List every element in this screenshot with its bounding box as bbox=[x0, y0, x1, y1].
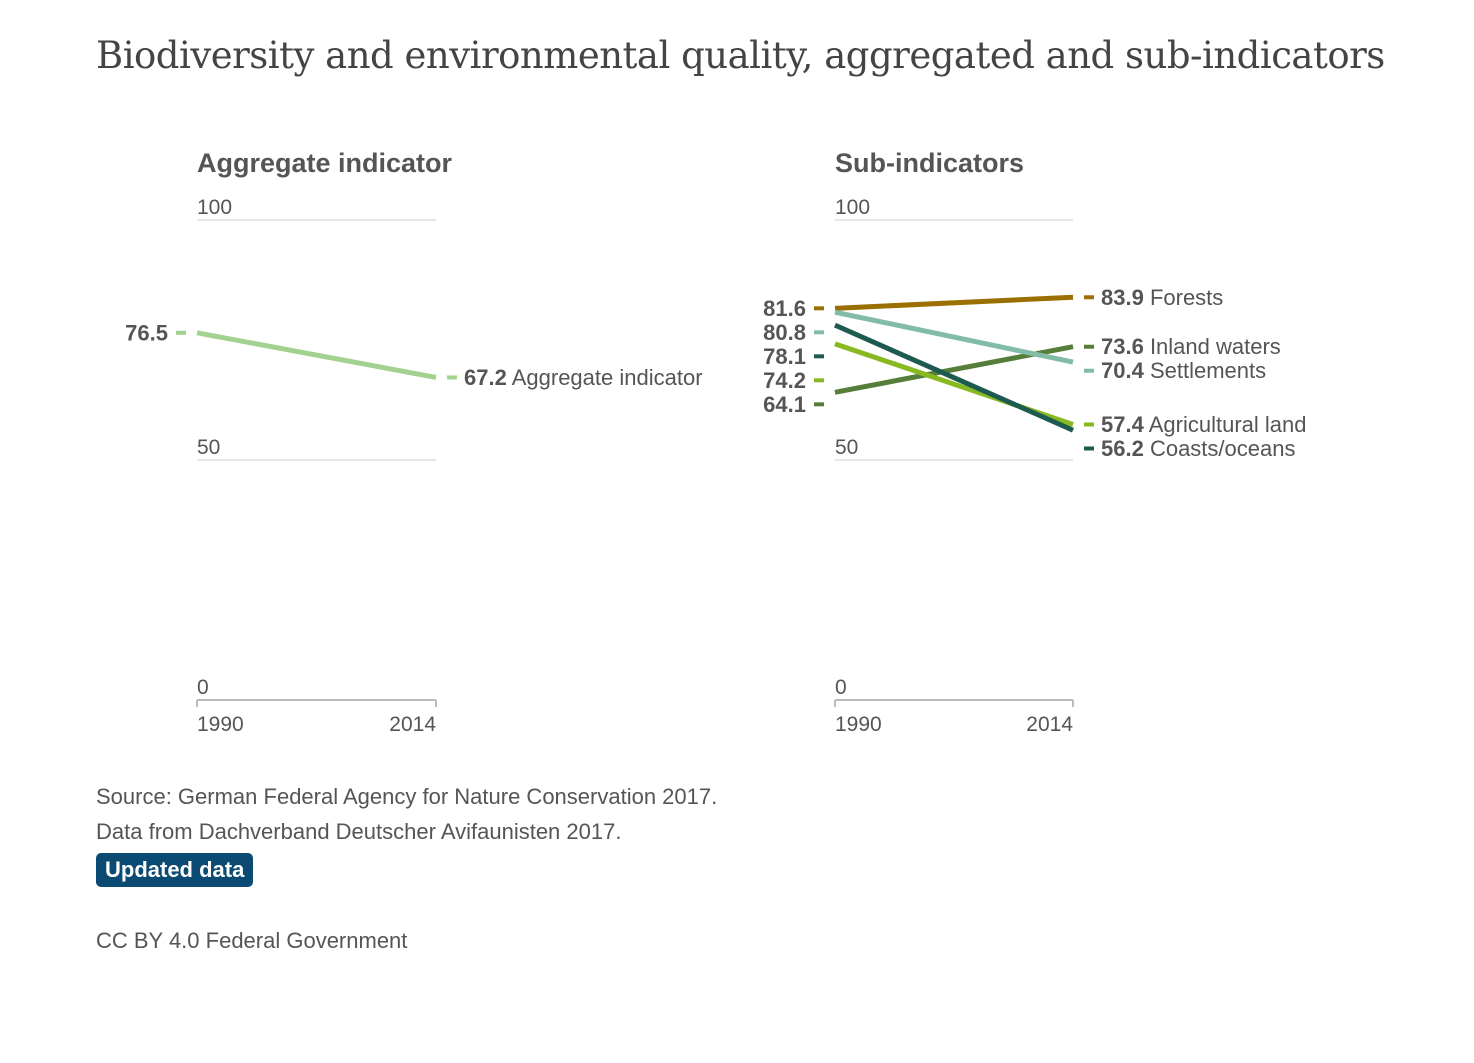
data-note: Data from Dachverband Deutscher Avifauni… bbox=[96, 819, 622, 844]
aggregate-indicator-ytick-100: 100 bbox=[197, 196, 232, 219]
sub-indicators-series-settlements bbox=[834, 309, 1074, 365]
aggregate-indicator-end-value-aggregate-indicator: 67.2 bbox=[464, 365, 507, 390]
sub-indicators-end-name-agricultural-land: Agricultural land bbox=[1144, 412, 1307, 437]
sub-indicators-end-value-forests: 83.9 bbox=[1101, 285, 1144, 310]
sub-indicators-end-label-forests: 83.9 Forests bbox=[1101, 285, 1223, 310]
sub-indicators-start-value-agricultural-land: 74.2 bbox=[763, 368, 806, 393]
sub-indicators-end-label-coasts-oceans: 56.2 Coasts/oceans bbox=[1101, 436, 1295, 461]
sub-indicators-start-value-inland-waters: 64.1 bbox=[763, 392, 806, 417]
aggregate-indicator-xtick-1990: 1990 bbox=[197, 713, 244, 736]
sub-indicators-start-value-forests: 81.6 bbox=[763, 296, 806, 321]
aggregate-indicator-start-value-aggregate-indicator: 76.5 bbox=[125, 320, 168, 345]
sub-indicators-end-label-agricultural-land: 57.4 Agricultural land bbox=[1101, 412, 1306, 437]
sub-indicators-xtick-2014: 2014 bbox=[1026, 713, 1073, 736]
source-note: Source: German Federal Agency for Nature… bbox=[96, 784, 718, 809]
sub-indicators-end-name-coasts-oceans: Coasts/oceans bbox=[1144, 436, 1296, 461]
sub-indicators-panel-title: Sub-indicators bbox=[835, 148, 1024, 178]
sub-indicators-end-value-coasts-oceans: 56.2 bbox=[1101, 436, 1144, 461]
sub-indicators-end-value-inland-waters: 73.6 bbox=[1101, 334, 1144, 359]
aggregate-indicator-ytick-0: 0 bbox=[197, 676, 209, 699]
sub-indicators-ytick-50: 50 bbox=[835, 436, 858, 459]
sub-indicators-end-label-inland-waters: 73.6 Inland waters bbox=[1101, 334, 1281, 359]
sub-indicators-ytick-0: 0 bbox=[835, 676, 847, 699]
aggregate-indicator-series-aggregate-indicator bbox=[196, 330, 437, 380]
chart-title: Biodiversity and environmental quality, … bbox=[96, 34, 1385, 77]
sub-indicators-xtick-1990: 1990 bbox=[835, 713, 882, 736]
sub-indicators-end-value-agricultural-land: 57.4 bbox=[1101, 412, 1145, 437]
aggregate-indicator-panel-title: Aggregate indicator bbox=[197, 148, 453, 178]
aggregate-indicator-end-name-aggregate-indicator: Aggregate indicator bbox=[507, 365, 703, 390]
sub-indicators-series-coasts-oceans bbox=[833, 322, 1075, 433]
sub-indicators-end-name-forests: Forests bbox=[1144, 285, 1223, 310]
sub-indicators-series-forests bbox=[834, 294, 1074, 311]
chart-area: Aggregate indicator 100 50 0 1990 2014 67.2 Ag… bbox=[125, 148, 1306, 736]
license-note: CC BY 4.0 Federal Government bbox=[96, 928, 408, 953]
sub-indicators-start-value-coasts-oceans: 78.1 bbox=[763, 344, 806, 369]
updated-data-button[interactable]: Updated data bbox=[96, 853, 254, 887]
sub-indicators-end-name-settlements: Settlements bbox=[1144, 358, 1266, 383]
sub-indicators-end-value-settlements: 70.4 bbox=[1101, 358, 1145, 383]
sub-indicators-start-value-settlements: 80.8 bbox=[763, 320, 806, 345]
sub-indicators-ytick-100: 100 bbox=[835, 196, 870, 219]
sub-indicators-end-label-settlements: 70.4 Settlements bbox=[1101, 358, 1266, 383]
aggregate-indicator-end-label-aggregate-indicator: 67.2 Aggregate indicator bbox=[464, 365, 703, 390]
aggregate-indicator-xtick-2014: 2014 bbox=[389, 713, 436, 736]
aggregate-indicator-ytick-50: 50 bbox=[197, 436, 220, 459]
sub-indicators-end-name-inland-waters: Inland waters bbox=[1144, 334, 1281, 359]
